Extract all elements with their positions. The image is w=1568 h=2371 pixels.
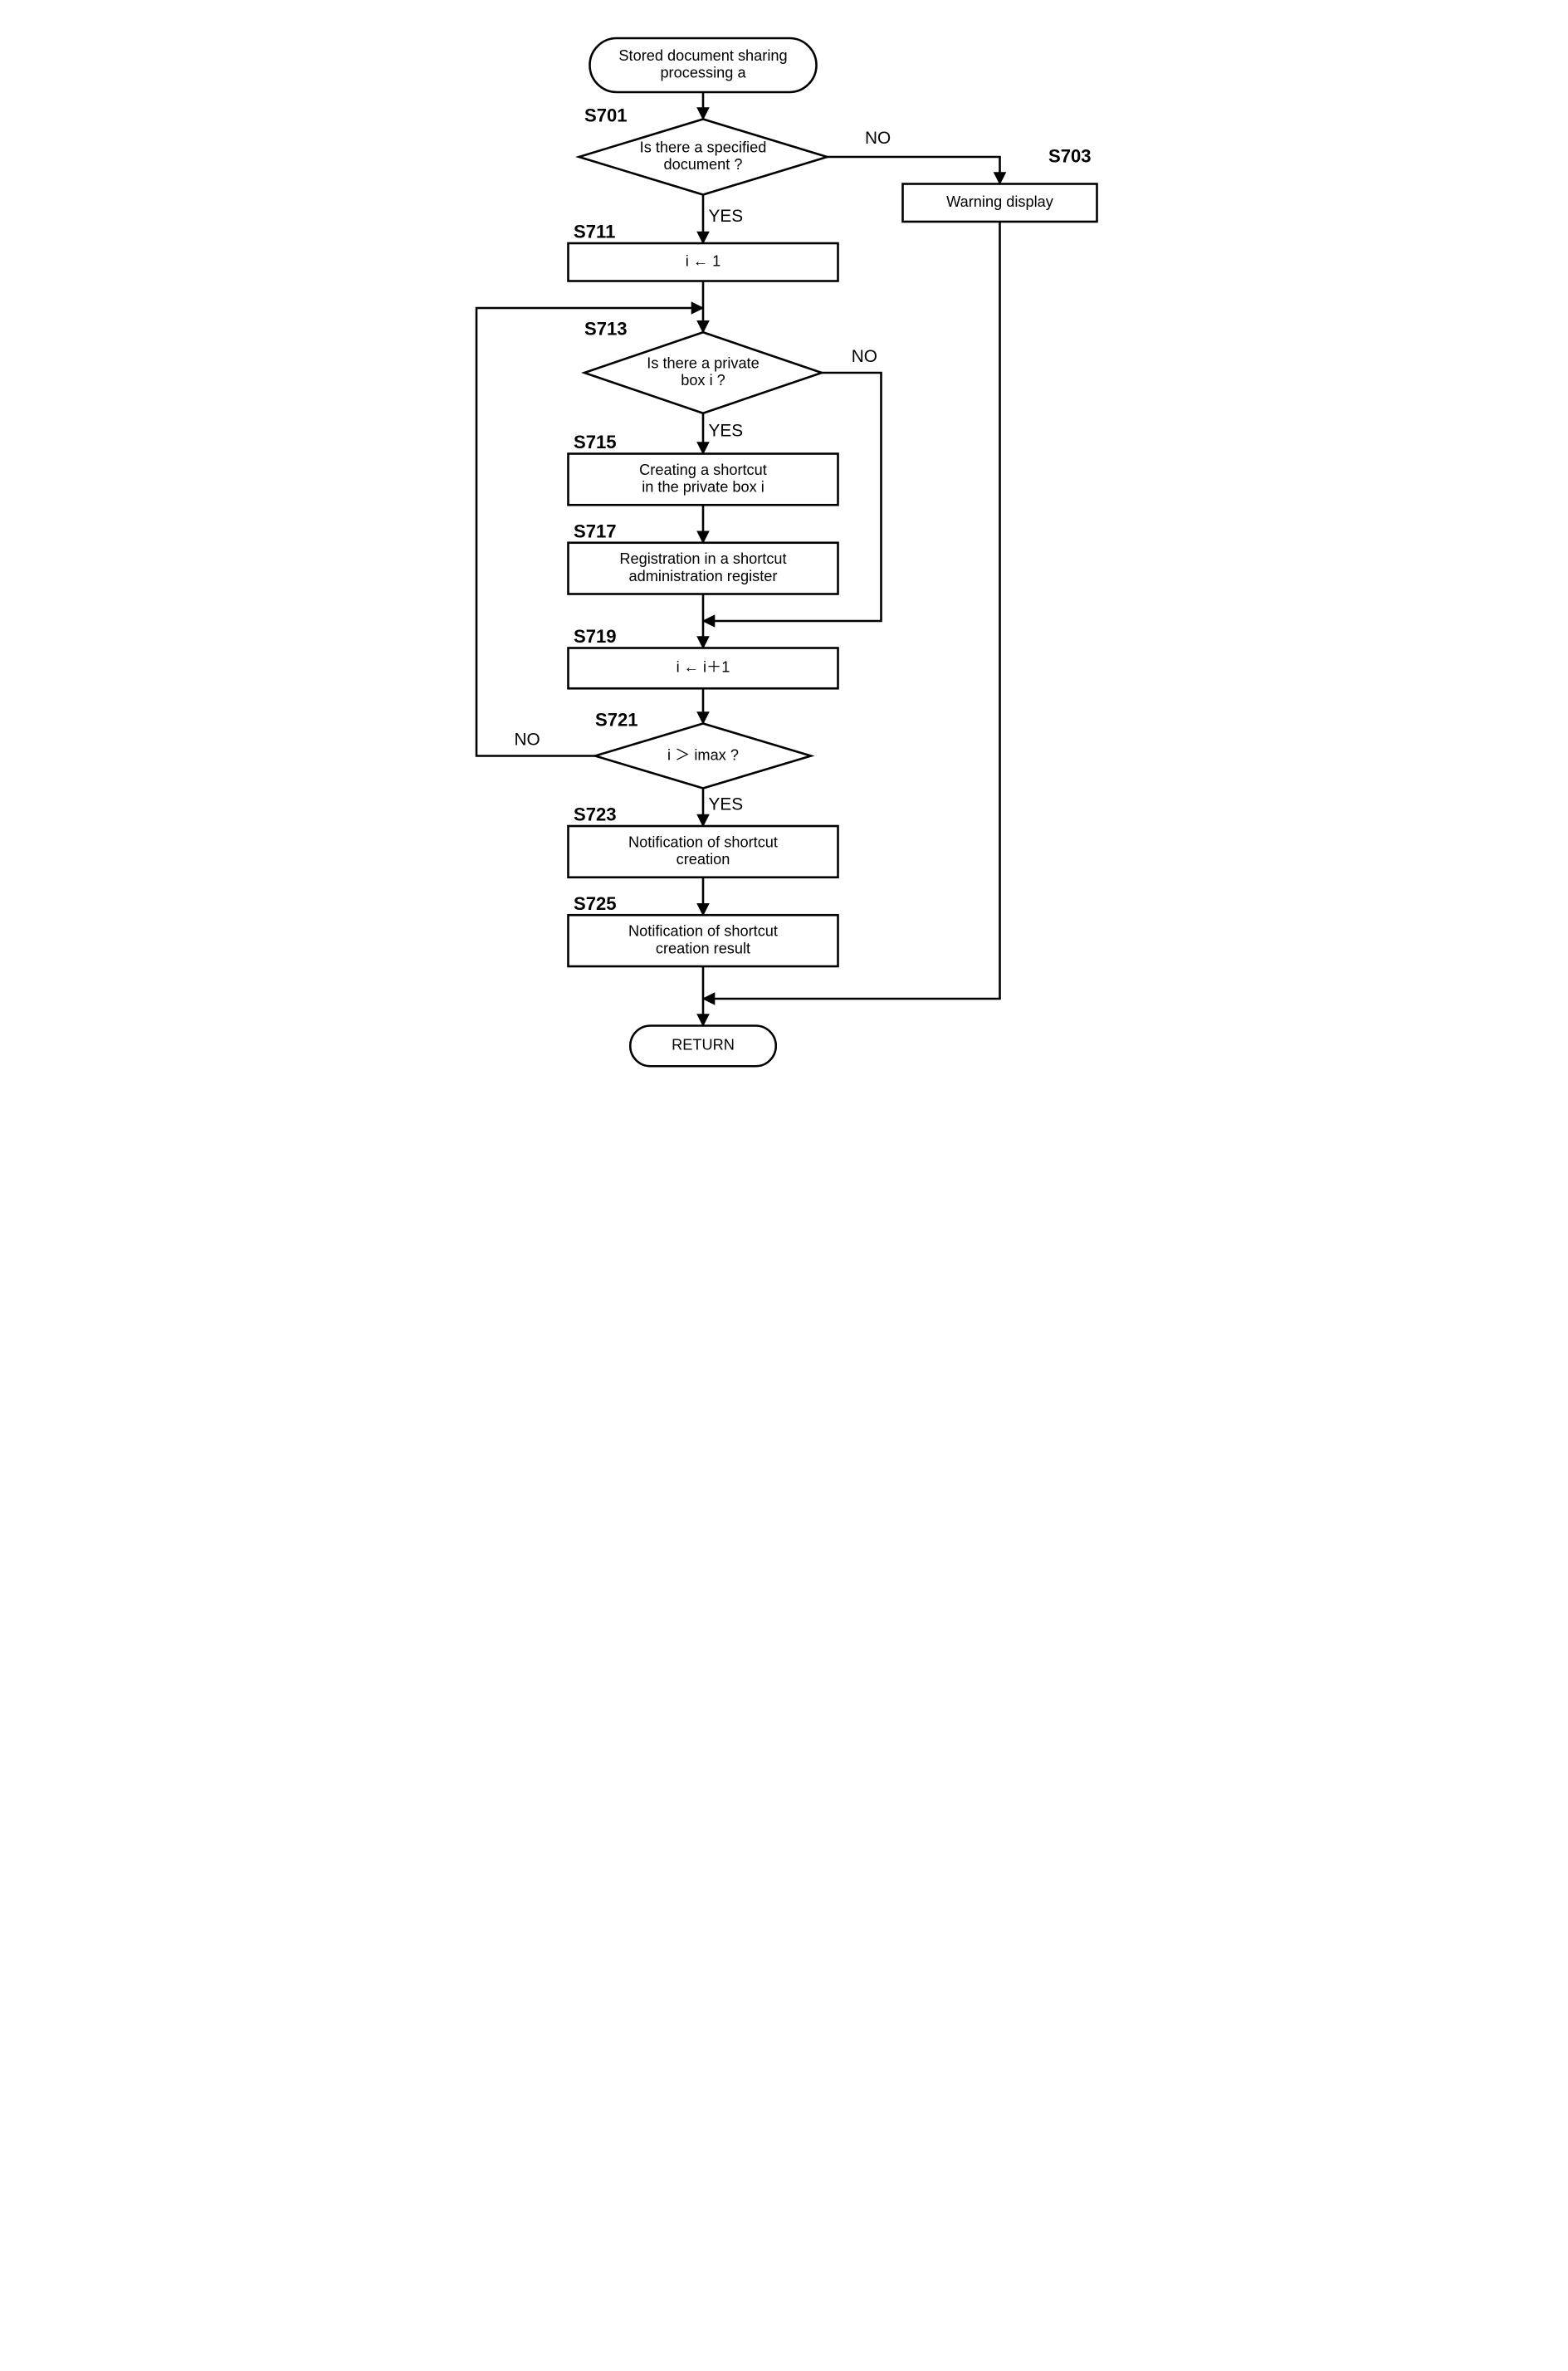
flowchart-diagram: YESNOYESNOYESNOStored document sharingpr… — [433, 17, 1135, 1085]
node-text-s701-0: Is there a specified — [640, 139, 767, 155]
edge-label-s713-no-join: NO — [852, 347, 877, 366]
step-label-s703: S703 — [1048, 146, 1092, 167]
edge-label-s721-no-loop: NO — [515, 730, 540, 749]
edge-s701-no-s703 — [828, 157, 1000, 184]
node-start: Stored document sharingprocessing a — [590, 38, 817, 92]
node-text-s725-1: creation result — [656, 940, 750, 956]
node-text-s725-0: Notification of shortcut — [628, 923, 778, 940]
node-s713: Is there a privatebox i ? S713 — [584, 319, 822, 413]
nodes: Stored document sharingprocessing a Is th… — [569, 38, 1097, 1066]
edge-s703-return — [703, 222, 1000, 999]
step-label-s701: S701 — [584, 105, 628, 126]
node-text-s717-1: administration register — [629, 568, 778, 584]
node-text-s719-0: i ← i＋1 — [677, 659, 730, 676]
step-label-s715: S715 — [574, 432, 617, 452]
step-label-s711: S711 — [574, 222, 615, 242]
edge-label-s701-yes-s711: YES — [709, 207, 744, 226]
node-text-s717-0: Registration in a shortcut — [619, 550, 786, 567]
step-label-s725: S725 — [574, 893, 617, 914]
step-label-s719: S719 — [574, 626, 617, 647]
node-text-s715-0: Creating a shortcut — [639, 462, 767, 478]
edge-label-s701-no-s703: NO — [865, 129, 891, 148]
node-text-s713-1: box i ? — [681, 372, 725, 389]
node-text-s703-0: Warning display — [946, 193, 1054, 210]
step-label-s717: S717 — [574, 521, 617, 541]
node-text-s701-1: document ? — [663, 156, 742, 173]
node-text-start-0: Stored document sharing — [618, 47, 787, 64]
node-text-s713-0: Is there a private — [647, 354, 759, 371]
node-return: RETURN — [630, 1026, 776, 1067]
edge-label-s713-yes-s715: YES — [709, 422, 744, 441]
node-text-s711-0: i ← 1 — [686, 253, 720, 270]
node-text-s723-1: creation — [677, 851, 730, 868]
node-text-s721-0: i ＞ imax ? — [667, 746, 739, 763]
step-label-s713: S713 — [584, 319, 628, 340]
step-label-s723: S723 — [574, 804, 617, 824]
node-text-s723-0: Notification of shortcut — [628, 834, 778, 850]
step-label-s721: S721 — [595, 710, 638, 731]
edge-label-s721-yes-s723: YES — [709, 794, 744, 814]
node-text-start-1: processing a — [660, 65, 746, 81]
node-text-s715-1: in the private box i — [642, 479, 764, 496]
node-s701: Is there a specifieddocument ? S701 — [579, 105, 828, 195]
node-text-return-0: RETURN — [672, 1037, 735, 1054]
